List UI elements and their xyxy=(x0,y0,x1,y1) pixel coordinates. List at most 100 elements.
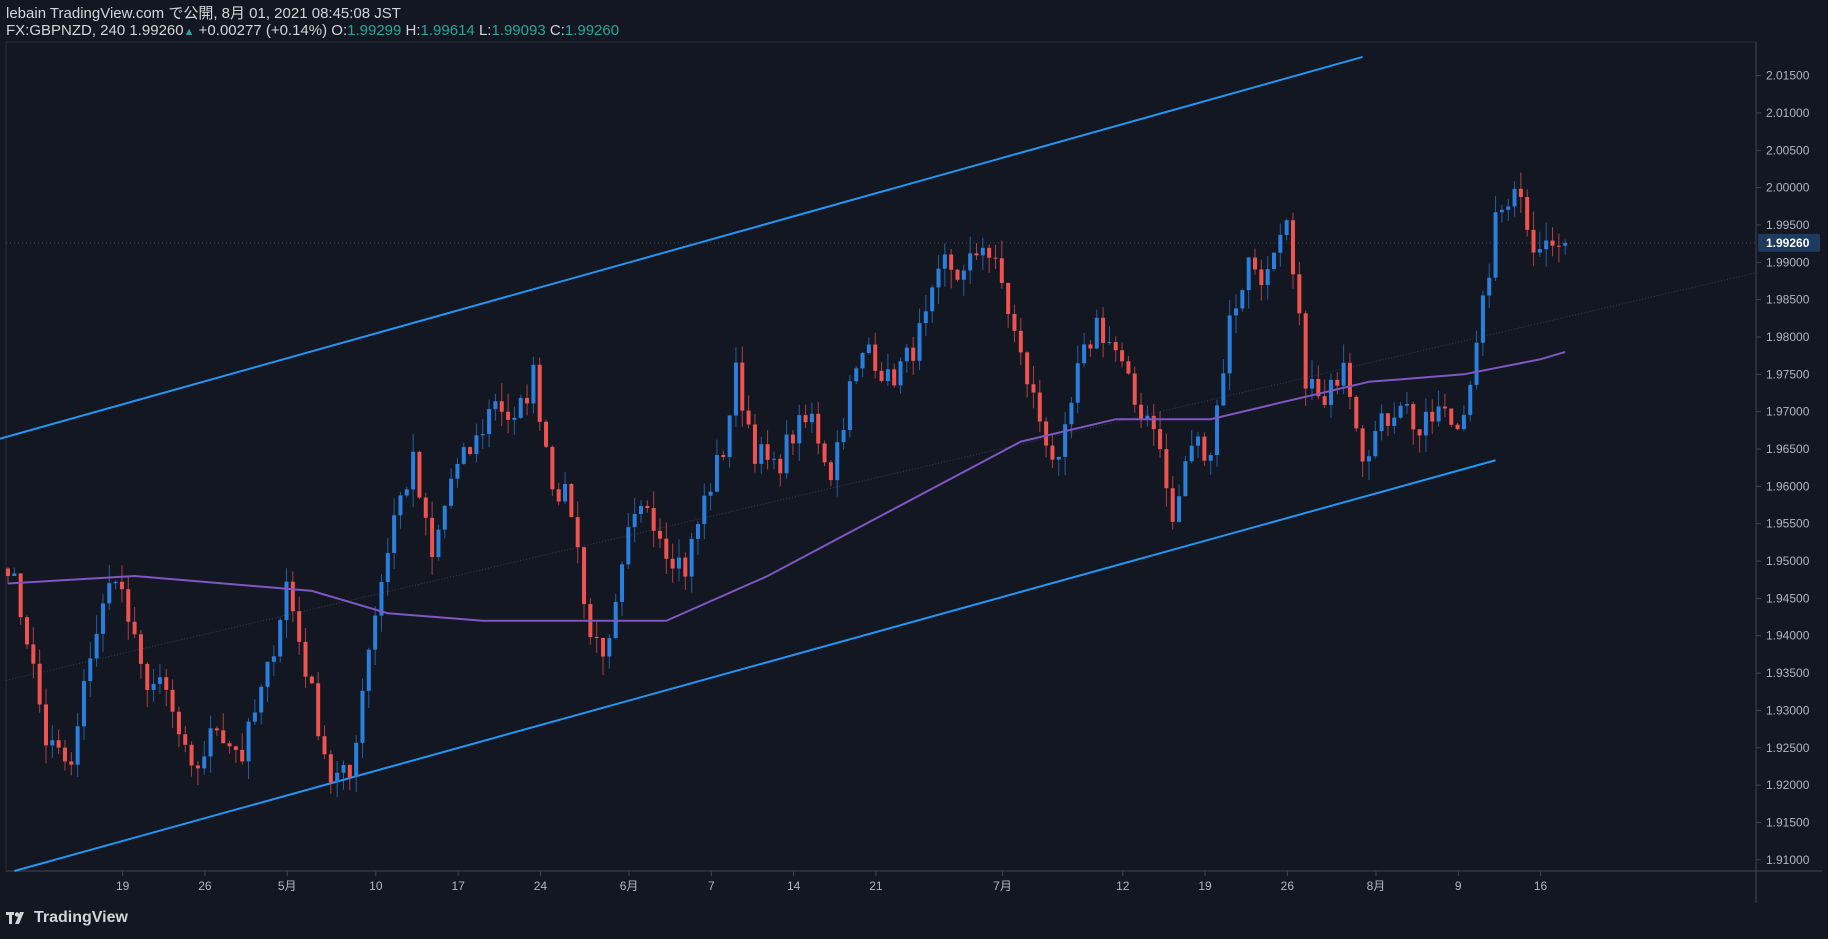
candle-body xyxy=(183,734,188,745)
candle-body xyxy=(126,589,131,622)
candle xyxy=(752,413,757,473)
candle-body xyxy=(657,530,662,539)
candle xyxy=(360,678,365,758)
candle-body xyxy=(999,258,1004,283)
candle xyxy=(1461,405,1466,432)
candle-body xyxy=(1177,496,1182,522)
candle xyxy=(1234,294,1239,334)
candle xyxy=(31,627,36,679)
candle xyxy=(835,430,840,497)
candle-body xyxy=(898,361,903,386)
high-value: 1.99614 xyxy=(420,22,475,39)
candle-body xyxy=(138,634,143,664)
candle-body xyxy=(1316,378,1321,397)
candle-body xyxy=(879,370,884,382)
candle xyxy=(1202,432,1207,466)
candle xyxy=(822,440,827,467)
candle xyxy=(828,460,833,487)
candle-body xyxy=(1354,396,1359,429)
candle xyxy=(733,347,738,428)
candle-body xyxy=(607,638,612,657)
candle-body xyxy=(506,411,511,420)
candle-body xyxy=(620,564,625,602)
candle xyxy=(1423,398,1428,453)
candle-body xyxy=(208,728,213,757)
candle-body xyxy=(278,620,283,657)
candle xyxy=(322,725,327,759)
price-tick-label: 1.91500 xyxy=(1766,815,1810,829)
candle xyxy=(1265,255,1270,300)
candle-body xyxy=(297,611,302,642)
time-axis[interactable]: 19 26 5月 10 17 24 6月 7 14 21 7月 12 19 26 8月 9 16 xyxy=(116,871,1548,893)
channel-lines[interactable] xyxy=(0,55,1757,872)
candle xyxy=(695,520,700,555)
candle xyxy=(601,637,606,676)
candle-body xyxy=(411,451,416,490)
candle xyxy=(474,423,479,463)
candle xyxy=(1050,434,1055,468)
candle-body xyxy=(37,663,42,705)
symbol-label[interactable]: FX:GBPNZD, 240 xyxy=(6,22,126,39)
candle xyxy=(18,573,23,625)
candle xyxy=(1189,429,1194,464)
candle-body xyxy=(328,754,333,783)
candle xyxy=(1563,239,1568,255)
candle-body xyxy=(233,746,238,750)
time-tick-label: 19 xyxy=(116,879,130,893)
candle-body xyxy=(449,478,454,506)
price-tick-label: 1.99000 xyxy=(1766,255,1810,269)
candle-body xyxy=(246,721,251,762)
candle xyxy=(265,661,270,702)
candle xyxy=(1183,455,1188,497)
candle-body xyxy=(987,247,992,258)
price-axis[interactable]: 1.91000 1.91500 1.92000 1.92500 1.93000 1.935… xyxy=(1756,69,1820,867)
candle xyxy=(1177,484,1182,523)
candle-body xyxy=(385,552,390,583)
candle xyxy=(398,491,403,529)
candle-body xyxy=(569,483,574,518)
candle-body xyxy=(721,455,726,457)
candle-body xyxy=(487,409,492,435)
candle xyxy=(1398,401,1403,419)
candle-body xyxy=(531,364,536,404)
candle-body xyxy=(771,458,776,460)
candle-body xyxy=(100,603,105,634)
candle xyxy=(43,688,48,764)
price-tick-label: 1.96000 xyxy=(1766,479,1810,493)
candle-body xyxy=(31,644,36,664)
candle-body xyxy=(1373,430,1378,457)
price-tick-label: 2.01000 xyxy=(1766,106,1810,120)
candle xyxy=(100,594,105,652)
candle-body xyxy=(714,455,719,492)
candle-body xyxy=(873,344,878,371)
candle xyxy=(252,699,257,725)
candle-body xyxy=(942,254,947,269)
candle xyxy=(1354,394,1359,432)
candle-body xyxy=(1461,414,1466,430)
candle xyxy=(550,445,555,496)
candle-body xyxy=(923,311,928,324)
candle xyxy=(1550,227,1555,257)
candle-body xyxy=(1037,392,1042,422)
candle-body xyxy=(417,451,422,498)
candle-body xyxy=(499,401,504,412)
candle xyxy=(1082,332,1087,367)
candle xyxy=(183,726,188,753)
candle-body xyxy=(930,287,935,312)
candle-body xyxy=(1063,424,1068,457)
candle xyxy=(746,395,751,429)
candle xyxy=(607,634,612,669)
candle xyxy=(892,363,897,388)
candle xyxy=(385,538,390,596)
candle-body xyxy=(727,415,732,457)
candle-body xyxy=(1404,403,1409,406)
candle xyxy=(639,500,643,523)
price-tick-label: 1.97500 xyxy=(1766,367,1810,381)
candle xyxy=(214,726,219,737)
candle-body xyxy=(316,683,321,737)
candle xyxy=(563,472,568,504)
candle xyxy=(1094,309,1099,350)
candle-body xyxy=(809,413,814,423)
candle-body xyxy=(765,444,770,460)
